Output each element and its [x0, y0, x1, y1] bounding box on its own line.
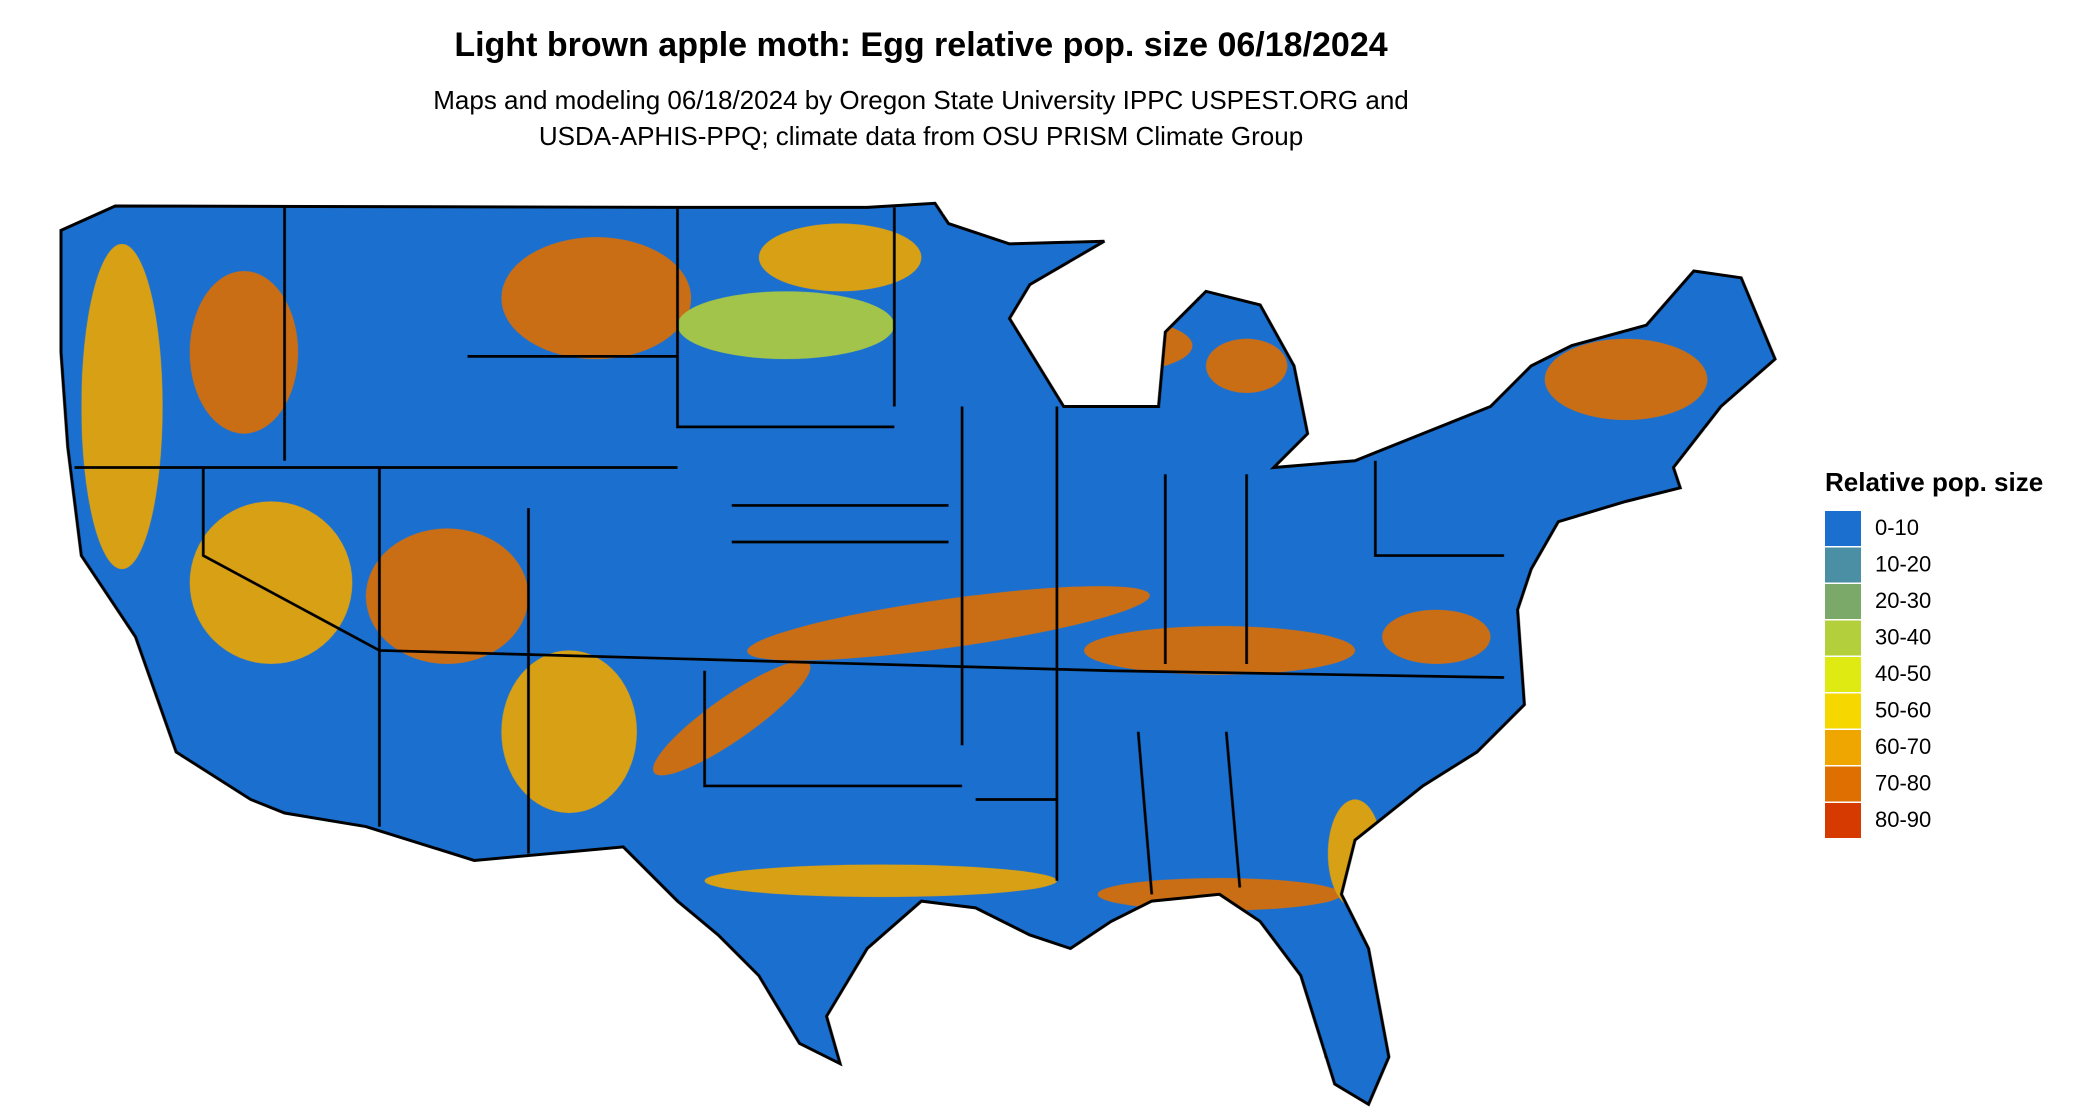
legend-label: 40-50: [1875, 661, 1931, 686]
legend-label: 20-30: [1875, 588, 1931, 613]
legend-label: 80-90: [1875, 807, 1931, 832]
hotspots: [81, 223, 1708, 911]
legend-swatch: [1825, 693, 1861, 729]
legend-label: 50-60: [1875, 697, 1931, 722]
legend-swatch: [1825, 511, 1861, 546]
map-subtitle: USDA-APHIS-PPQ; climate data from OSU PR…: [539, 121, 1303, 151]
map-subtitle: Maps and modeling 06/18/2024 by Oregon S…: [433, 85, 1409, 115]
state-borders: [74, 203, 1505, 895]
legend-label: 70-80: [1875, 770, 1931, 795]
legend-swatch: [1825, 620, 1861, 656]
legend-label: 0-10: [1875, 515, 1919, 540]
legend-swatch: [1825, 547, 1861, 583]
legend-swatch: [1825, 657, 1861, 692]
us-outline: [59, 201, 1777, 1107]
legend-swatch: [1825, 766, 1861, 802]
legend-label: 60-70: [1875, 734, 1931, 759]
map-title: Light brown apple moth: Egg relative pop…: [454, 26, 1387, 64]
legend-swatch: [1825, 730, 1861, 765]
legend-label: 10-20: [1875, 551, 1931, 576]
legend: 0-10 10-20 20-30 30-40 40-50 50-60 60-70 70-80 8…: [1825, 511, 1931, 838]
legend-title: Relative pop. size: [1825, 467, 2043, 497]
legend-swatch: [1825, 584, 1861, 619]
us-map: [59, 201, 1777, 1107]
legend-label: 30-40: [1875, 624, 1931, 649]
legend-swatch: [1825, 803, 1861, 838]
